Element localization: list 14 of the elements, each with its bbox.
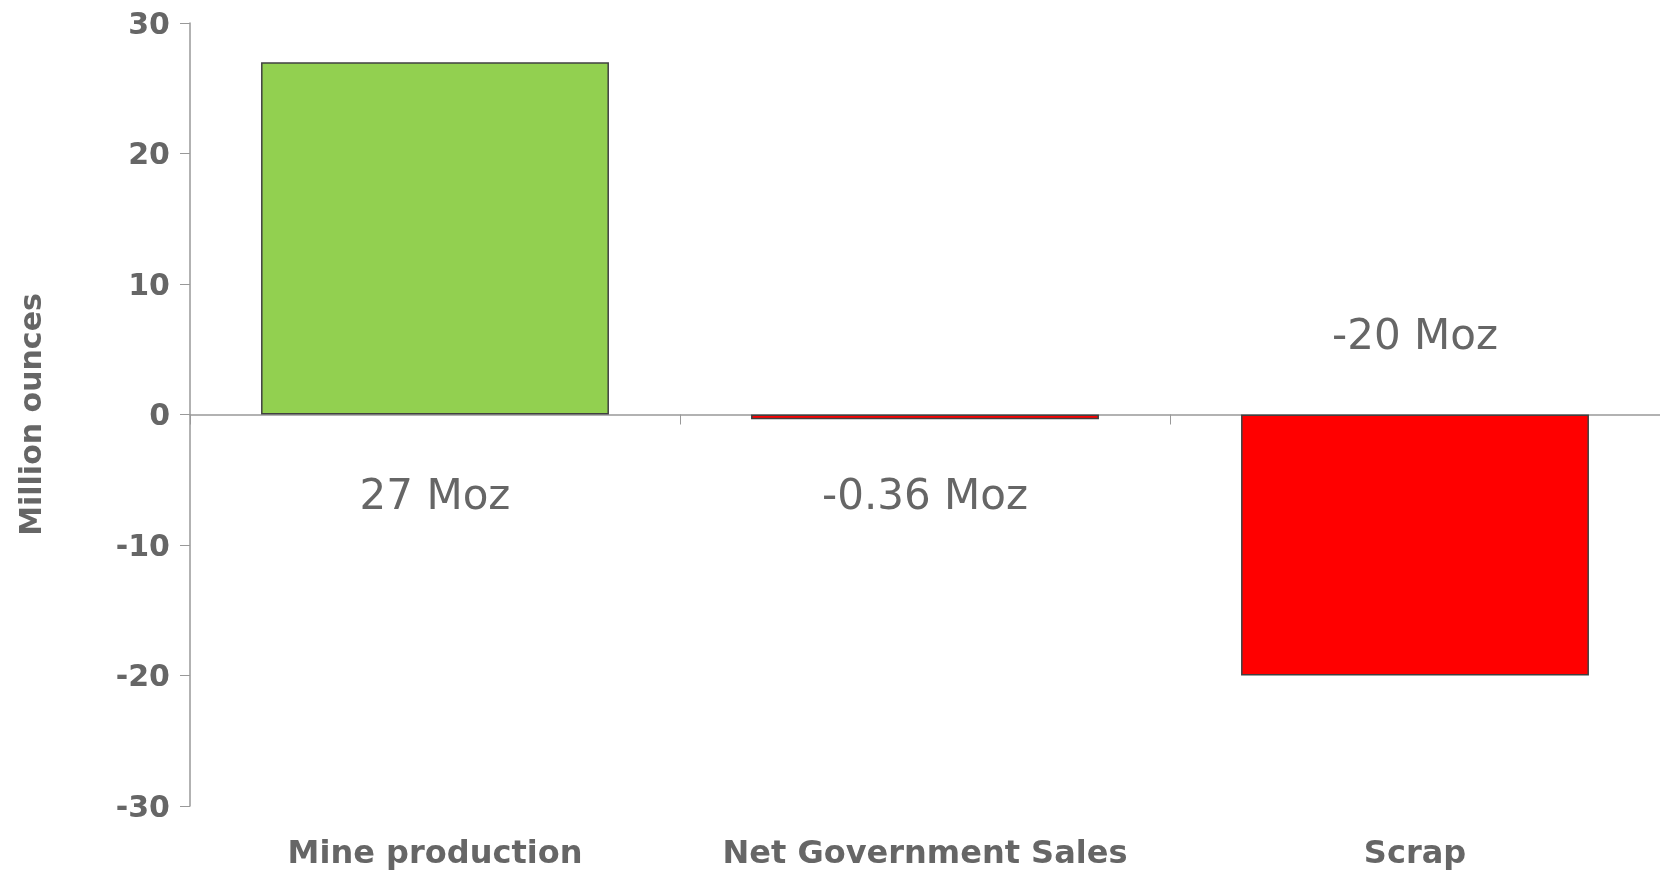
x-tick-label: Scrap [1363,833,1467,871]
y-axis-title: Million ounces [12,293,48,536]
x-tick-label: Net Government Sales [722,833,1128,871]
y-tick-label: 10 [128,266,170,302]
y-tick-label: -20 [115,658,170,693]
data-label: -0.36 Moz [821,470,1029,519]
y-tick-label: 30 [128,5,170,41]
y-tick-label: 20 [128,136,170,171]
data-label: 27 Moz [359,470,511,519]
y-tick-label: 0 [149,397,170,432]
data-label: -20 Moz [1332,310,1498,359]
x-tick-label: Mine production [287,833,583,871]
y-tick-label: -10 [115,527,170,563]
y-tick-label: -30 [115,788,170,824]
